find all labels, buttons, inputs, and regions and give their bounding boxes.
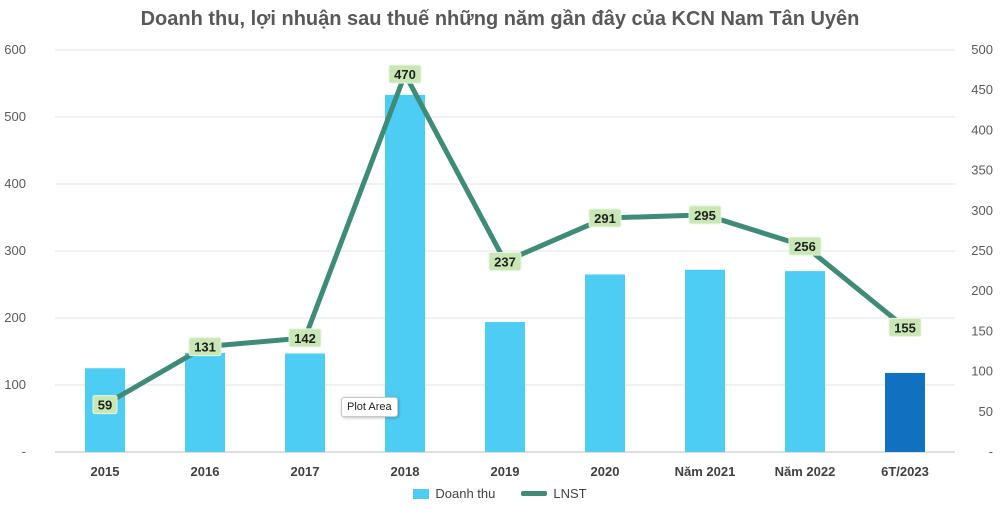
data-label-lnst: 142 bbox=[294, 331, 316, 346]
y-right-tick-label: 400 bbox=[971, 122, 993, 137]
y-right-tick-label: 200 bbox=[971, 283, 993, 298]
y-left-tick-label: 400 bbox=[4, 176, 26, 191]
y-left-tick-label: 600 bbox=[4, 42, 26, 57]
bar-series bbox=[85, 94, 925, 452]
x-tick-label: 2016 bbox=[191, 464, 220, 479]
data-label-lnst: 256 bbox=[794, 239, 816, 254]
legend-item-doanh-thu[interactable]: Doanh thu bbox=[413, 486, 495, 501]
data-label-box bbox=[488, 251, 522, 271]
legend-label-doanh-thu: Doanh thu bbox=[435, 486, 496, 501]
y-left-tick-label: 200 bbox=[4, 310, 26, 325]
bar-doanh-thu bbox=[585, 274, 625, 452]
data-label-lnst: 291 bbox=[594, 211, 616, 226]
x-tick-label: Năm 2021 bbox=[675, 464, 736, 479]
plot-area-tooltip: Plot Area bbox=[341, 397, 398, 417]
x-tick-label: 6T/2023 bbox=[881, 464, 929, 479]
y-right-tick-label: 350 bbox=[971, 163, 993, 178]
bar-doanh-thu bbox=[485, 322, 525, 452]
legend-label-lnst: LNST bbox=[553, 486, 587, 501]
y-left-tick-label: 500 bbox=[4, 109, 26, 124]
data-label-box bbox=[92, 395, 118, 415]
legend: Doanh thu LNST bbox=[0, 486, 1000, 501]
legend-line-swatch bbox=[521, 491, 548, 496]
data-label-box bbox=[288, 328, 322, 348]
axes: - 100 200 300 400 500 600 - 50 100 150 200 250 300 350… bbox=[4, 42, 993, 479]
bar-doanh-thu bbox=[185, 352, 225, 452]
data-label-lnst: 131 bbox=[194, 340, 216, 355]
data-label-box bbox=[888, 317, 922, 337]
y-right-tick-label: 300 bbox=[971, 203, 993, 218]
legend-item-lnst[interactable]: LNST bbox=[521, 486, 587, 501]
data-label-lnst: 237 bbox=[494, 254, 516, 269]
data-labels: 59 131 142 470 237 291 295 256 155 bbox=[92, 64, 922, 415]
data-label-box bbox=[388, 64, 422, 84]
y-right-tick-label: 100 bbox=[971, 364, 993, 379]
data-label-box bbox=[788, 236, 822, 256]
legend-bar-swatch bbox=[413, 488, 430, 499]
bar-doanh-thu bbox=[285, 353, 325, 452]
bar-doanh-thu bbox=[885, 372, 925, 452]
data-label-box bbox=[188, 337, 222, 357]
y-right-tick-label: 50 bbox=[979, 404, 993, 419]
y-left-tick-label: 100 bbox=[4, 377, 26, 392]
data-label-box bbox=[588, 208, 622, 228]
bar-doanh-thu bbox=[385, 94, 425, 452]
y-right-tick-label: 150 bbox=[971, 323, 993, 338]
data-label-lnst: 59 bbox=[98, 398, 112, 413]
bar-doanh-thu bbox=[685, 269, 725, 452]
data-label-lnst: 470 bbox=[394, 67, 416, 82]
data-label-lnst: 295 bbox=[694, 208, 716, 223]
bar-doanh-thu bbox=[785, 271, 825, 452]
chart-title: Doanh thu, lợi nhuận sau thuế những năm … bbox=[140, 8, 860, 30]
x-tick-label: 2020 bbox=[591, 464, 620, 479]
x-tick-label: 2017 bbox=[291, 464, 320, 479]
y-right-tick-label: 250 bbox=[971, 243, 993, 258]
y-right-tick-label: 450 bbox=[971, 82, 993, 97]
data-label-lnst: 155 bbox=[894, 320, 916, 335]
x-tick-label: Năm 2022 bbox=[775, 464, 836, 479]
y-right-tick-label: - bbox=[989, 444, 993, 459]
x-tick-label: 2019 bbox=[491, 464, 520, 479]
x-tick-label: 2018 bbox=[391, 464, 420, 479]
y-right-tick-label: 500 bbox=[971, 42, 993, 57]
y-left-tick-label: - bbox=[22, 444, 26, 459]
data-label-box bbox=[688, 205, 722, 225]
y-left-tick-label: 300 bbox=[4, 243, 26, 258]
x-tick-label: 2015 bbox=[91, 464, 120, 479]
